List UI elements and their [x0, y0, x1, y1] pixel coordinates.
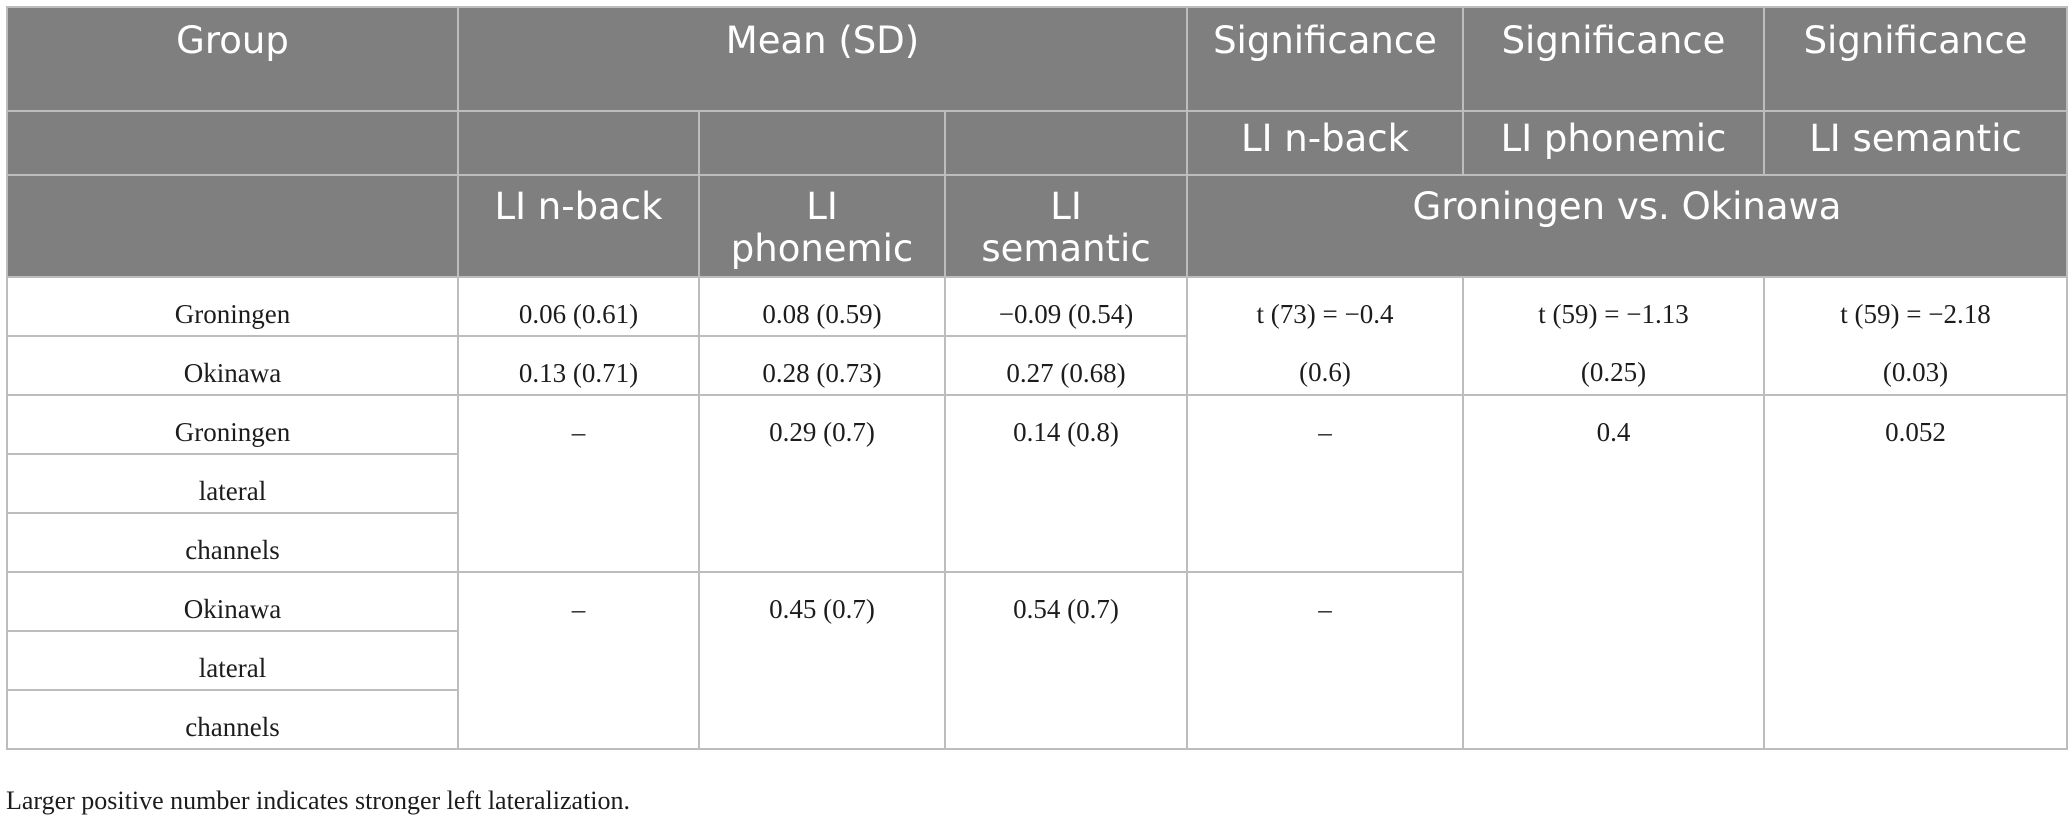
table-row: Groningen – 0.29 (0.7) 0.14 (0.8) – 0.4 … — [6, 394, 2068, 750]
cell-group: channels — [6, 689, 459, 750]
header-significance-1: Significance — [1186, 6, 1464, 112]
table-row: channels — [6, 512, 2067, 573]
cell-sig-phonemic: 0.4 — [1462, 394, 1765, 750]
cell-sig-semantic-t: t (59) = −2.18 — [1763, 276, 2068, 336]
cell-sig-semantic: 0.052 — [1763, 394, 2068, 750]
header-group: Group — [6, 6, 459, 112]
cell-phonemic: 0.45 (0.7) — [698, 571, 946, 750]
cell-sig-nback: – — [1186, 394, 1464, 573]
cell-phonemic: 0.28 (0.73) — [698, 335, 946, 396]
header-comparison: Groningen vs. Okinawa — [1186, 174, 2068, 278]
cell-nback: – — [457, 394, 700, 573]
cell-semantic: 0.54 (0.7) — [944, 571, 1188, 750]
cell-semantic: 0.14 (0.8) — [944, 394, 1188, 573]
header-sig-semantic: LI semantic — [1763, 110, 2068, 176]
cell-phonemic: 0.29 (0.7) — [698, 394, 946, 573]
cell-nback: 0.06 (0.61) — [457, 276, 700, 337]
header-sig-nback: LI n-back — [1186, 110, 1464, 176]
header-mean-sd: Mean (SD) — [457, 6, 1188, 112]
results-table: Group Mean (SD) Significance Significanc… — [6, 6, 2068, 750]
cell-group: lateral — [6, 453, 459, 514]
table-row: Okinawa 0.13 (0.71) 0.28 (0.73) 0.27 (0.… — [6, 335, 2068, 396]
header-empty — [698, 110, 946, 176]
header-li-phonemic: LI phonemic — [698, 174, 946, 278]
cell-sig-nback-t: t (73) = −0.4 — [1186, 276, 1464, 336]
cell-group: Groningen — [6, 394, 459, 455]
cell-group: Okinawa — [6, 335, 459, 396]
cell-nback: 0.13 (0.71) — [457, 335, 700, 396]
table-footnote: Larger positive number indicates stronge… — [6, 786, 631, 815]
header-empty — [6, 110, 459, 176]
cell-semantic: −0.09 (0.54) — [944, 276, 1188, 337]
cell-sig-phonemic-p: (0.25) — [1462, 336, 1765, 396]
header-significance-2: Significance — [1462, 6, 1765, 112]
cell-group: Okinawa — [6, 571, 459, 632]
header-empty — [944, 110, 1188, 176]
cell-sig-phonemic-t: t (59) = −1.13 — [1462, 276, 1765, 336]
table-row: lateral — [6, 453, 2067, 514]
cell-nback: – — [457, 571, 700, 750]
results-table-container: Group Mean (SD) Significance Significanc… — [6, 6, 2068, 750]
header-empty — [457, 110, 700, 176]
cell-sig-semantic-p: (0.03) — [1763, 336, 2068, 396]
header-sig-phonemic: LI phonemic — [1462, 110, 1765, 176]
cell-group: channels — [6, 512, 459, 573]
table-row: Okinawa – 0.45 (0.7) 0.54 (0.7) – — [6, 571, 2067, 750]
table-row: lateral — [6, 630, 2067, 691]
table-row: channels — [6, 689, 2067, 750]
cell-sig-nback: – — [1186, 571, 1464, 750]
header-li-nback: LI n-back — [457, 174, 700, 278]
cell-phonemic: 0.08 (0.59) — [698, 276, 946, 337]
header-significance-3: Significance — [1763, 6, 2068, 112]
cell-group: lateral — [6, 630, 459, 691]
table-row: Groningen 0.06 (0.61) 0.08 (0.59) −0.09 … — [6, 276, 2068, 337]
cell-sig-nback-p: (0.6) — [1186, 336, 1464, 396]
cell-group: Groningen — [6, 276, 459, 337]
cell-semantic: 0.27 (0.68) — [944, 335, 1188, 396]
header-li-semantic: LI semantic — [944, 174, 1188, 278]
header-empty — [6, 174, 459, 278]
